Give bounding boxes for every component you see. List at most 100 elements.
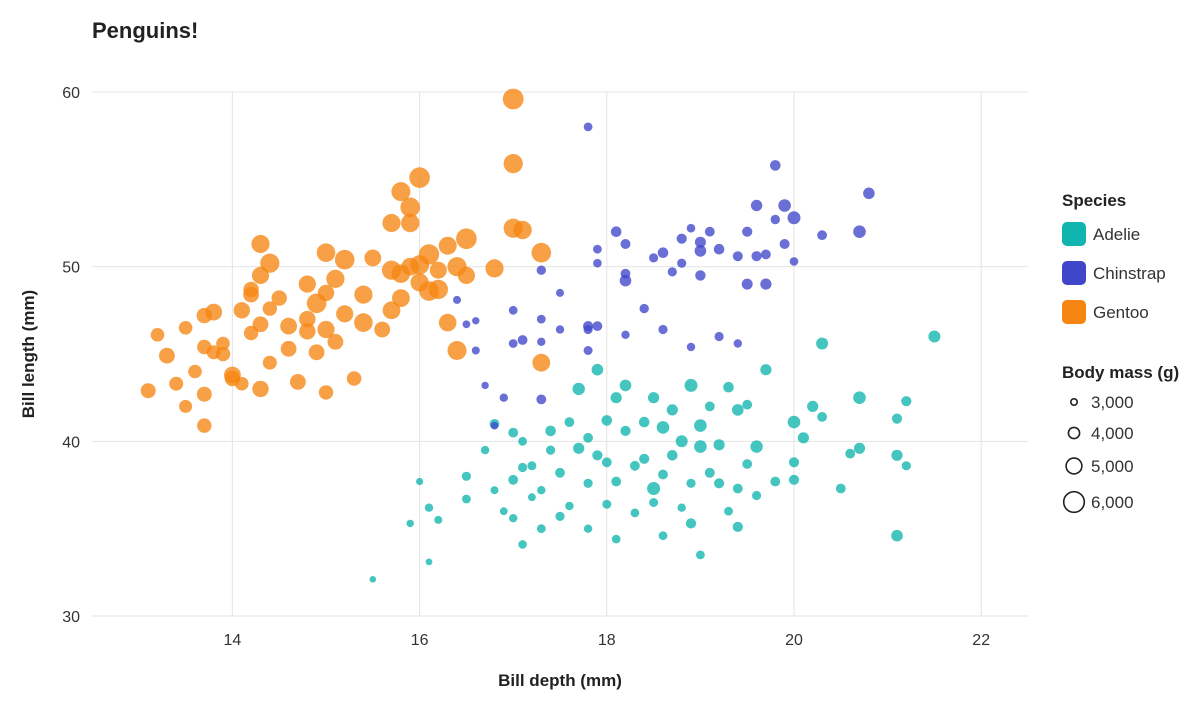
data-point <box>583 524 593 533</box>
data-point <box>816 337 829 350</box>
data-point <box>382 301 401 320</box>
data-point <box>891 413 903 424</box>
data-point <box>334 249 355 270</box>
data-point <box>732 251 743 262</box>
data-point <box>462 320 471 329</box>
data-point <box>666 404 678 416</box>
data-point <box>694 236 706 248</box>
data-point <box>354 285 373 304</box>
data-point <box>555 511 565 521</box>
data-point <box>696 550 705 560</box>
data-point <box>188 364 202 379</box>
data-points <box>140 88 941 583</box>
data-point <box>374 321 391 338</box>
data-point <box>461 471 471 481</box>
data-point <box>583 346 593 355</box>
data-point <box>509 514 518 523</box>
data-point <box>817 412 827 422</box>
data-point <box>260 253 280 273</box>
data-point <box>657 247 669 258</box>
data-point <box>863 187 875 200</box>
data-point <box>601 457 612 468</box>
legend-size-marker <box>1065 457 1083 475</box>
data-point <box>732 404 744 416</box>
data-point <box>462 494 471 504</box>
data-point <box>573 442 585 454</box>
data-point <box>481 381 489 390</box>
data-point <box>271 290 287 306</box>
legend-size-marker <box>1070 397 1079 406</box>
data-point <box>583 324 593 335</box>
data-point <box>723 381 734 393</box>
data-point <box>845 448 856 459</box>
data-point <box>752 490 762 501</box>
data-point <box>537 486 546 495</box>
data-point <box>364 249 382 267</box>
data-point <box>308 344 325 361</box>
data-point <box>807 400 819 412</box>
data-point <box>714 478 725 489</box>
data-point <box>901 461 911 471</box>
data-point <box>518 540 527 549</box>
data-point <box>789 257 799 266</box>
data-point <box>503 154 523 174</box>
data-point <box>686 223 696 233</box>
data-point <box>471 346 480 355</box>
data-point <box>382 213 401 233</box>
data-point <box>760 364 772 376</box>
data-point <box>656 421 670 434</box>
data-point <box>742 459 753 469</box>
data-point <box>447 341 467 360</box>
data-point <box>346 371 362 386</box>
data-point <box>928 330 941 343</box>
legend-swatch-chinstrap <box>1062 261 1086 285</box>
data-point <box>648 392 660 404</box>
data-point <box>853 225 866 238</box>
y-gridlines <box>92 91 1028 617</box>
data-point <box>686 342 696 352</box>
data-point <box>649 253 659 263</box>
chart-title: Penguins! <box>92 18 198 43</box>
data-point <box>676 233 687 244</box>
data-point <box>298 275 316 293</box>
legend: Species Adelie Chinstrap Gentoo Body mass … <box>1062 191 1179 514</box>
data-point <box>416 477 424 486</box>
x-tick-label: 20 <box>785 632 803 649</box>
y-axis-title: Bill length (mm) <box>19 290 38 418</box>
data-point <box>418 244 440 265</box>
data-point <box>714 331 724 342</box>
data-point <box>788 457 800 468</box>
data-point <box>299 323 316 340</box>
data-point <box>536 524 546 534</box>
legend-label-gentoo: Gentoo <box>1093 303 1149 322</box>
data-point <box>750 440 763 453</box>
data-point <box>853 391 866 405</box>
data-point <box>326 269 345 288</box>
data-point <box>178 321 193 335</box>
data-point <box>299 310 316 328</box>
data-point <box>593 244 602 254</box>
data-point <box>318 385 334 400</box>
data-point <box>694 419 707 432</box>
data-point <box>619 274 632 287</box>
data-point <box>502 88 524 110</box>
data-point <box>531 242 552 263</box>
data-point <box>630 508 640 518</box>
x-axis-title: Bill depth (mm) <box>498 671 622 690</box>
data-point <box>610 226 622 237</box>
data-point <box>316 243 336 262</box>
data-point <box>630 460 640 471</box>
data-point <box>369 576 377 583</box>
data-point <box>434 515 443 524</box>
data-point <box>508 339 518 348</box>
legend-body-mass-title: Body mass (g) <box>1062 363 1179 382</box>
data-point <box>620 239 631 249</box>
data-point <box>546 445 556 455</box>
data-point <box>556 288 564 297</box>
data-point <box>770 160 781 171</box>
data-point <box>649 498 659 507</box>
legend-size-label: 6,000 <box>1091 493 1134 512</box>
data-point <box>243 281 259 298</box>
data-point <box>472 317 480 325</box>
data-point <box>517 335 528 345</box>
